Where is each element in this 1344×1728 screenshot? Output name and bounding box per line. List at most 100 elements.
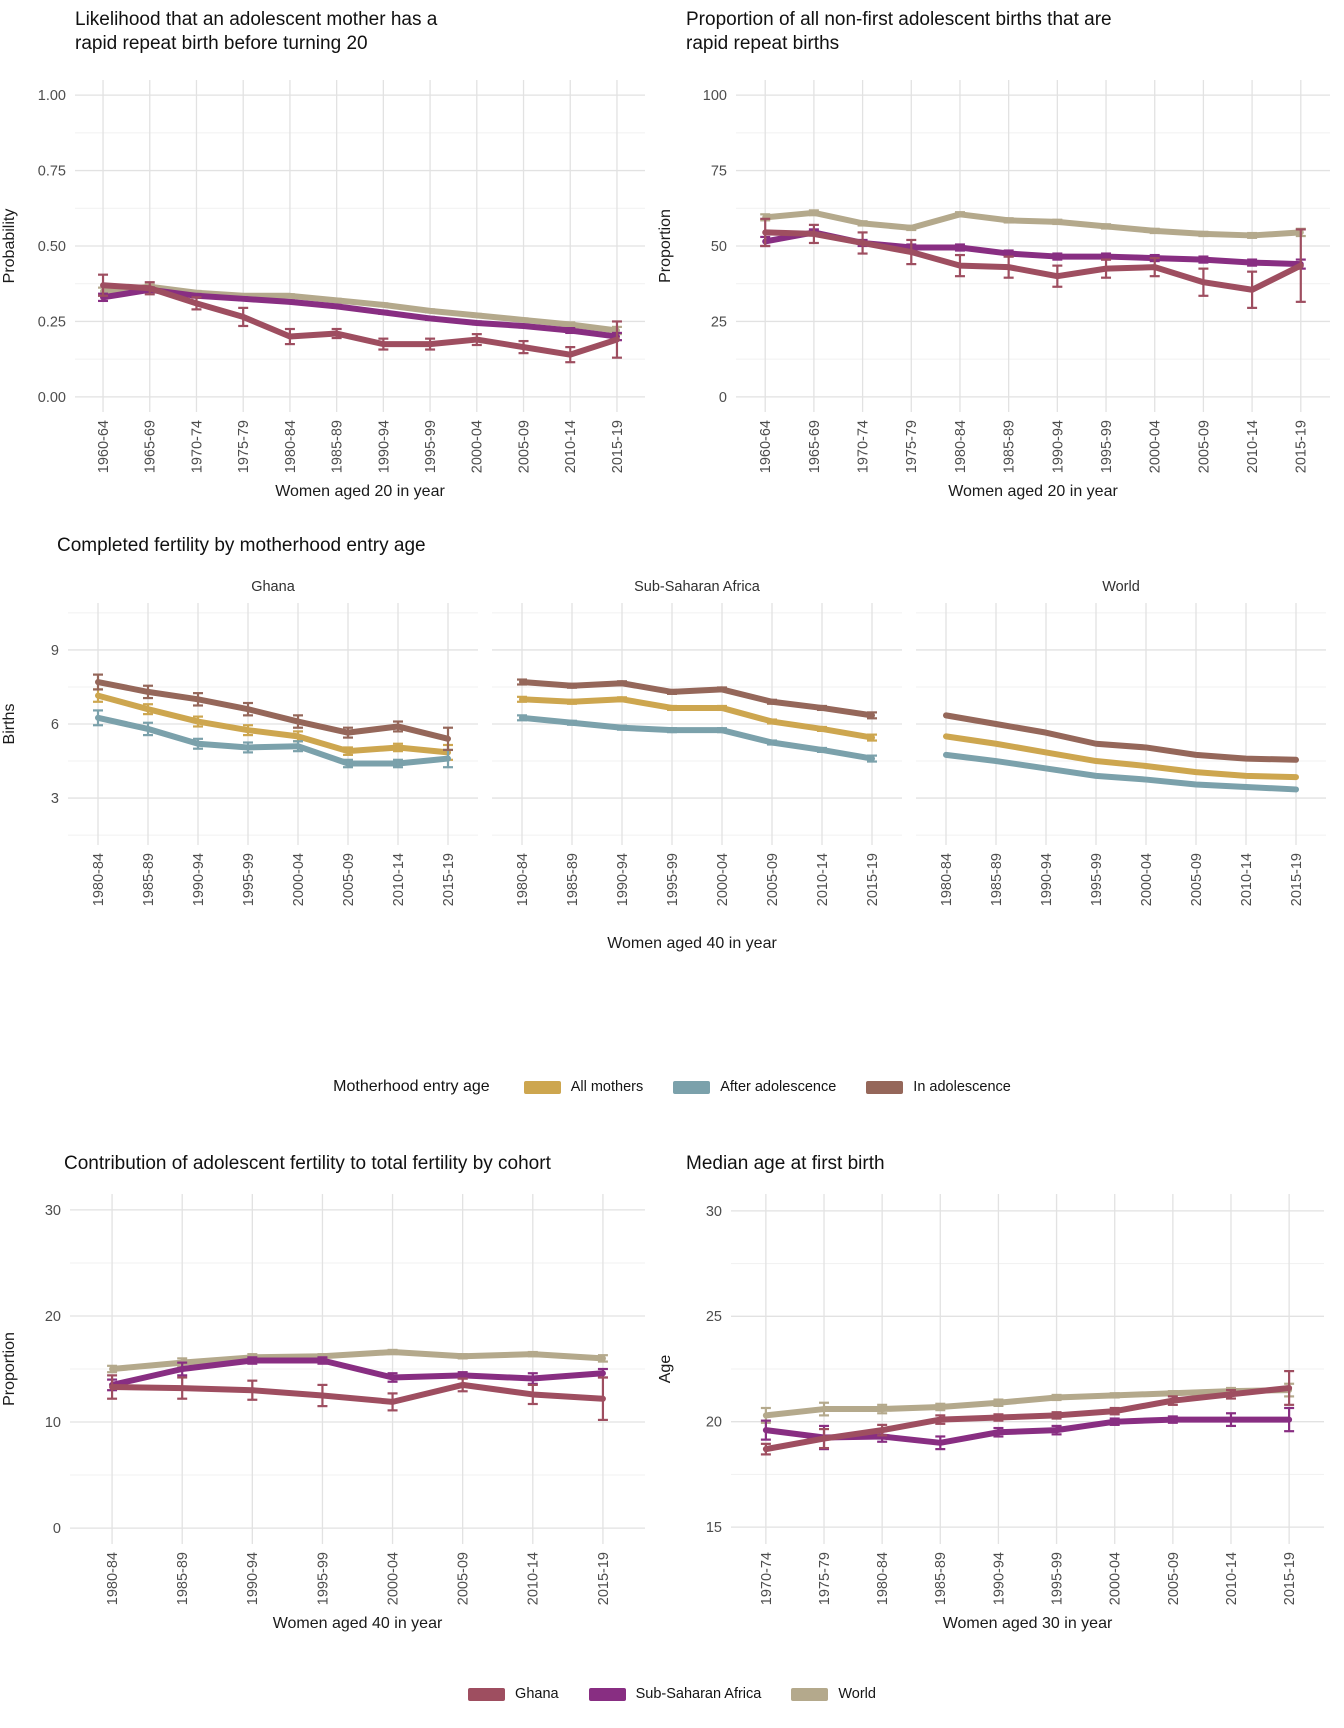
legend-label: Sub-Saharan Africa [635,1686,762,1702]
legend-label: After adolescence [720,1079,837,1095]
motherhood-legend: Motherhood entry age All mothers After a… [0,1078,1344,1096]
legend-item-all-mothers: All mothers [523,1079,643,1095]
panel-title: Completed fertility by motherhood entry … [57,535,426,556]
svg-text:2005-09: 2005-09 [456,1552,472,1605]
svg-text:0.75: 0.75 [38,163,66,179]
svg-text:2005-09: 2005-09 [516,420,532,473]
svg-text:2005-09: 2005-09 [1189,853,1205,906]
svg-text:1985-89: 1985-89 [1002,420,1018,473]
svg-text:2005-09: 2005-09 [1166,1552,1182,1605]
svg-text:2010-14: 2010-14 [1245,420,1261,473]
svg-text:1970-74: 1970-74 [189,420,205,473]
svg-text:0.25: 0.25 [38,314,66,330]
svg-text:1980-84: 1980-84 [875,1552,891,1605]
svg-text:2000-04: 2000-04 [1139,853,1155,906]
svg-text:1975-79: 1975-79 [904,420,920,473]
svg-text:1995-99: 1995-99 [241,853,257,906]
svg-text:2010-14: 2010-14 [1239,853,1255,906]
svg-text:2000-04: 2000-04 [1108,1552,1124,1605]
svg-text:1980-84: 1980-84 [515,853,531,906]
svg-text:25: 25 [706,1309,722,1325]
svg-text:30: 30 [706,1204,722,1220]
after-adolescence-swatch [673,1080,711,1094]
svg-text:1995-99: 1995-99 [423,420,439,473]
completed-fertility-world-facet: 1980-84 1985-89 1990-94 1995-99 2000-04 2005-… [916,579,1326,906]
svg-text:1995-99: 1995-99 [315,1552,331,1605]
svg-text:0: 0 [719,390,727,406]
svg-text:2015-19: 2015-19 [441,853,457,906]
svg-text:1995-99: 1995-99 [1049,1552,1065,1605]
svg-text:1990-94: 1990-94 [376,420,392,473]
legend-item-world: World [791,1686,876,1702]
svg-text:2015-19: 2015-19 [1289,853,1305,906]
all-mothers-swatch [523,1080,561,1094]
svg-text:0: 0 [53,1521,61,1537]
svg-text:2005-09: 2005-09 [341,853,357,906]
legend-title: Motherhood entry age [333,1078,490,1095]
svg-text:Women aged 30 in year: Women aged 30 in year [943,1615,1113,1632]
svg-text:1995-99: 1995-99 [665,853,681,906]
adolescent-contribution-plot: 0 10 20 30 1980-84 1985-89 1990-94 1995-99 2000-… [1,1194,645,1632]
svg-text:1980-84: 1980-84 [939,853,955,906]
svg-text:Ghana: Ghana [251,579,295,595]
svg-text:1995-99: 1995-99 [1089,853,1105,906]
legend-item-sub-saharan-africa: Sub-Saharan Africa [588,1686,762,1702]
svg-text:0.00: 0.00 [38,390,66,406]
svg-text:Sub-Saharan Africa: Sub-Saharan Africa [634,579,761,595]
svg-text:2015-19: 2015-19 [610,420,626,473]
panel-completed-fertility: Completed fertility by motherhood entry … [0,530,1344,1125]
svg-text:2015-19: 2015-19 [596,1552,612,1605]
sub-saharan-africa-swatch [588,1687,626,1701]
legend-label: Ghana [515,1686,559,1702]
svg-text:2000-04: 2000-04 [291,853,307,906]
svg-text:2010-14: 2010-14 [1224,1552,1240,1605]
svg-text:2010-14: 2010-14 [563,420,579,473]
svg-text:10: 10 [45,1415,61,1431]
svg-text:1965-69: 1965-69 [807,420,823,473]
svg-text:0.50: 0.50 [38,239,66,255]
panel-title: Proportion of all non-first adolescent b… [686,9,1112,54]
panel-title: Likelihood that an adolescent mother has… [75,9,438,54]
regions-legend: Ghana Sub-Saharan Africa World [0,1686,1344,1702]
legend-label: World [838,1686,876,1702]
ghana-swatch [468,1687,506,1701]
svg-text:1990-94: 1990-94 [1039,853,1055,906]
svg-text:1990-94: 1990-94 [1050,420,1066,473]
facet-row: 3 6 9 1980-84 1985-89 1990-94 1995-99 2000-04 20… [0,575,1326,931]
panel-title: Contribution of adolescent fertility to … [64,1153,551,1174]
svg-text:2010-14: 2010-14 [815,853,831,906]
svg-text:1975-79: 1975-79 [817,1552,833,1605]
svg-text:1980-84: 1980-84 [283,420,299,473]
svg-text:2000-04: 2000-04 [385,1552,401,1605]
svg-text:1975-79: 1975-79 [236,420,252,473]
legend-label: In adolescence [913,1079,1011,1095]
svg-text:3: 3 [51,791,59,807]
legend-item-in-adolescence: In adolescence [866,1079,1011,1095]
completed-fertility-ssa-facet: 1980-84 1985-89 1990-94 1995-99 2000-04 2005-… [492,579,902,906]
svg-text:1985-89: 1985-89 [933,1552,949,1605]
svg-text:Proportion: Proportion [1,1332,18,1406]
svg-text:20: 20 [706,1415,722,1431]
svg-text:Births: Births [1,704,18,745]
svg-text:1970-74: 1970-74 [759,1552,775,1605]
panel-adolescent-contribution: Contribution of adolescent fertility to … [0,1148,656,1728]
rapid-repeat-likelihood-plot: 0.00 0.25 0.50 0.75 1.00 1960-64 1965-69 1970-7… [1,80,645,500]
svg-text:1985-89: 1985-89 [175,1552,191,1605]
svg-text:1980-84: 1980-84 [105,1552,121,1605]
completed-fertility-ghana-facet: 3 6 9 1980-84 1985-89 1990-94 1995-99 2000-04 20… [1,579,478,906]
legend-item-after-adolescence: After adolescence [673,1079,836,1095]
svg-text:Probability: Probability [1,209,18,284]
svg-text:2015-19: 2015-19 [1294,420,1310,473]
svg-text:15: 15 [706,1520,722,1536]
svg-text:1965-69: 1965-69 [143,420,159,473]
svg-text:75: 75 [711,163,727,179]
panel-rapid-repeat-proportion: Proportion of all non-first adolescent b… [656,0,1344,530]
svg-text:2000-04: 2000-04 [715,853,731,906]
svg-text:9: 9 [51,643,59,659]
legend-item-ghana: Ghana [468,1686,559,1702]
svg-text:50: 50 [711,239,727,255]
svg-text:2015-19: 2015-19 [865,853,881,906]
svg-text:2015-19: 2015-19 [1282,1552,1298,1605]
svg-text:World: World [1102,579,1140,595]
